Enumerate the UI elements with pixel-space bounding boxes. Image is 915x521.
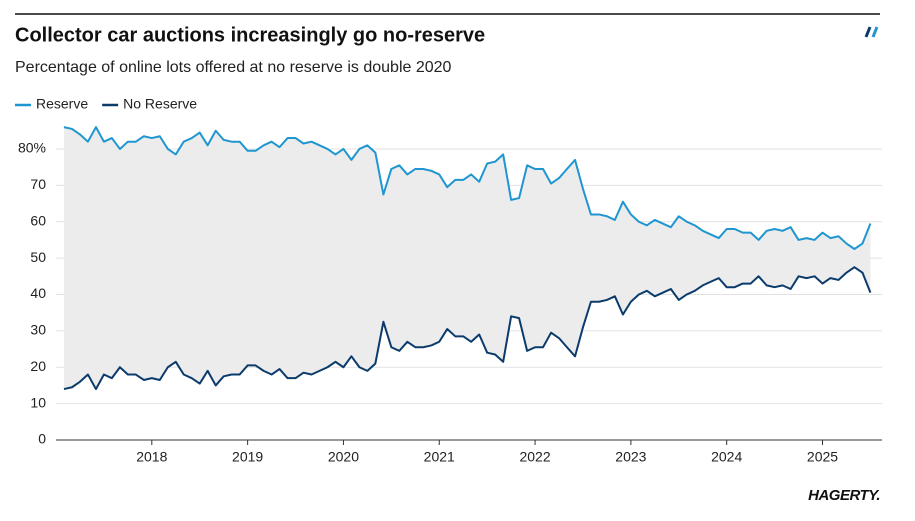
x-tick-label: 2024	[711, 449, 742, 465]
x-tick-label: 2022	[519, 449, 550, 465]
legend-label: No Reserve	[123, 96, 197, 112]
y-tick-label: 0	[38, 431, 46, 447]
x-tick-label: 2025	[807, 449, 838, 465]
y-tick-label: 30	[30, 322, 46, 338]
chart-subtitle: Percentage of online lots offered at no …	[15, 59, 452, 76]
x-tick-label: 2018	[136, 449, 167, 465]
y-tick-label: 60	[30, 212, 46, 228]
y-tick-label: 40	[30, 285, 46, 301]
y-tick-label: 80%	[18, 140, 46, 156]
x-tick-label: 2019	[232, 449, 263, 465]
y-tick-label: 50	[30, 249, 46, 265]
source-logo: HAGERTY.	[808, 487, 880, 504]
y-tick-label: 20	[30, 358, 46, 374]
series-line	[63, 266, 872, 391]
x-tick-label: 2021	[424, 449, 455, 465]
x-tick-label: 2023	[615, 449, 646, 465]
legend-label: Reserve	[36, 96, 88, 112]
x-tick-label: 2020	[328, 449, 359, 465]
brand-icon	[864, 26, 879, 38]
band-fill	[63, 127, 871, 390]
y-tick-label: 10	[30, 394, 46, 410]
series-line	[63, 126, 872, 251]
chart-title: Collector car auctions increasingly go n…	[15, 24, 485, 46]
y-tick-label: 70	[30, 176, 46, 192]
